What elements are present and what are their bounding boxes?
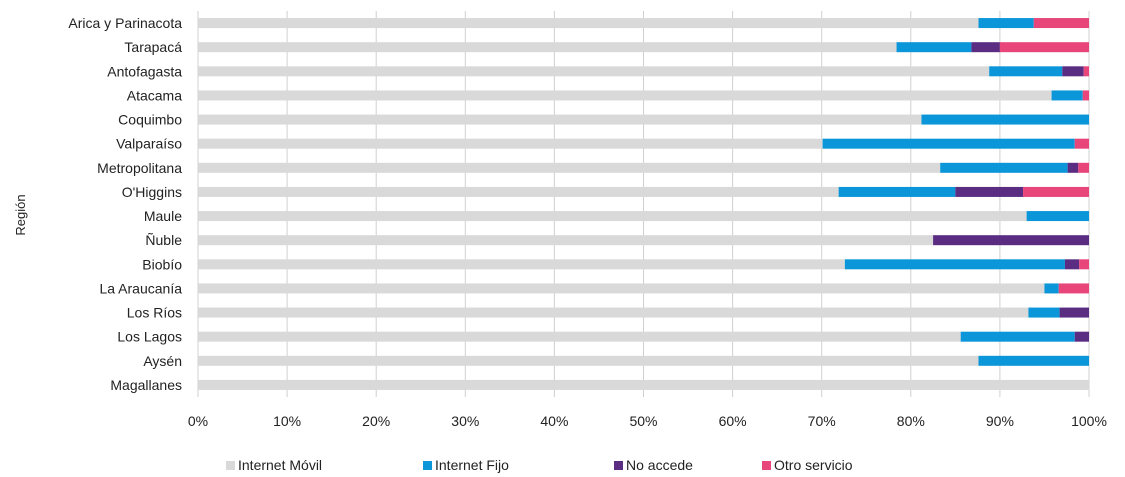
bar-internet-movil-aysen [198, 355, 979, 366]
bar-no-accede-tarapaca [971, 42, 1000, 53]
y-axis-title: Región [13, 194, 28, 235]
bar-otro-servicio-valparaiso [1074, 138, 1089, 149]
bar-internet-movil-los-rios [198, 307, 1029, 318]
x-tick-label: 20% [362, 413, 390, 429]
bar-internet-movil-biobio [198, 259, 845, 270]
bar-no-accede-antofagasta [1062, 66, 1084, 77]
category-label: Atacama [127, 87, 182, 103]
bar-internet-movil-atacama [198, 90, 1052, 101]
bar-otro-servicio-o-higgins [1023, 186, 1089, 197]
category-label: Arica y Parinacota [68, 15, 182, 31]
bar-internet-fijo-antofagasta [989, 66, 1063, 77]
bar-no-accede-metropolitana [1067, 162, 1079, 173]
category-label: Coquimbo [118, 112, 182, 128]
bar-internet-fijo-tarapaca [896, 42, 972, 53]
bar-internet-movil-metropolitana [198, 162, 941, 173]
bar-internet-movil-tarapaca [198, 42, 897, 53]
x-tick-label: 40% [540, 413, 568, 429]
legend-label-internet-movil: Internet Móvil [238, 457, 322, 473]
bar-otro-servicio-la-araucania [1058, 283, 1089, 294]
bar-internet-movil-los-lagos [198, 331, 961, 342]
bar-no-accede-los-lagos [1074, 331, 1089, 342]
bar-internet-fijo-valparaiso [822, 138, 1075, 149]
legend-swatch-no-accede [614, 461, 623, 470]
bar-internet-movil-la-araucania [198, 283, 1045, 294]
category-label: Los Lagos [117, 329, 182, 345]
x-tick-label: 10% [273, 413, 301, 429]
bar-otro-servicio-metropolitana [1078, 162, 1089, 173]
legend-label-no-accede: No accede [626, 457, 693, 473]
bar-internet-fijo-aysen [978, 355, 1089, 366]
category-label: Tarapacá [124, 39, 182, 55]
bar-no-accede-biobio [1064, 259, 1080, 270]
legend: Internet Móvil Internet Fijo No accede Otro… [226, 457, 853, 473]
bar-internet-fijo-o-higgins [838, 186, 956, 197]
x-tick-label: 90% [986, 413, 1014, 429]
x-tick-label: 50% [629, 413, 657, 429]
bar-otro-servicio-biobio [1079, 259, 1089, 270]
bar-internet-movil-o-higgins [198, 186, 839, 197]
bar-internet-fijo-metropolitana [940, 162, 1068, 173]
bar-internet-movil-antofagasta [198, 66, 990, 77]
x-tick-label: 0% [188, 413, 208, 429]
bar-internet-movil-nuble [198, 235, 934, 246]
bar-otro-servicio-arica-y-parinacota [1033, 18, 1089, 29]
bar-internet-movil-magallanes [198, 379, 1089, 390]
bar-internet-fijo-maule [1026, 211, 1089, 222]
legend-swatch-internet-movil [226, 461, 235, 470]
bar-internet-movil-valparaiso [198, 138, 823, 149]
x-tick-labels: 0% 10% 20% 30% 40% 50% 60% 70% 80% 90% 100% [188, 413, 1107, 429]
category-label: Metropolitana [97, 160, 182, 176]
legend-swatch-internet-fijo [423, 461, 432, 470]
category-label: Magallanes [110, 377, 182, 393]
bar-internet-fijo-los-rios [1028, 307, 1060, 318]
bar-otro-servicio-tarapaca [999, 42, 1089, 53]
category-label: O'Higgins [122, 184, 182, 200]
bar-internet-fijo-los-lagos [960, 331, 1075, 342]
x-tick-label: 30% [451, 413, 479, 429]
bar-otro-servicio-atacama [1082, 90, 1089, 101]
category-label: Antofagasta [107, 63, 182, 79]
x-tick-label: 100% [1071, 413, 1107, 429]
bar-internet-fijo-arica-y-parinacota [978, 18, 1034, 29]
bar-internet-fijo-biobio [844, 259, 1065, 270]
bar-no-accede-nuble [933, 235, 1089, 246]
bar-no-accede-o-higgins [955, 186, 1024, 197]
legend-label-internet-fijo: Internet Fijo [435, 457, 509, 473]
bar-no-accede-los-rios [1059, 307, 1089, 318]
legend-swatch-otro-servicio [762, 461, 771, 470]
category-labels: Arica y Parinacota Tarapacá Antofagasta Ata… [68, 15, 182, 393]
bars [198, 18, 1089, 390]
category-label: Biobío [142, 256, 182, 272]
bar-otro-servicio-antofagasta [1083, 66, 1089, 77]
category-label: Maule [144, 208, 182, 224]
bar-internet-movil-arica-y-parinacota [198, 18, 979, 29]
x-tick-label: 80% [897, 413, 925, 429]
bar-internet-fijo-atacama [1051, 90, 1083, 101]
category-label: Ñuble [145, 232, 182, 248]
bar-internet-movil-maule [198, 211, 1027, 222]
x-tick-label: 60% [719, 413, 747, 429]
category-label: La Araucanía [99, 280, 182, 296]
bar-internet-fijo-coquimbo [921, 114, 1089, 125]
category-label: Aysén [143, 353, 182, 369]
category-label: Valparaíso [116, 136, 182, 152]
bar-internet-movil-coquimbo [198, 114, 922, 125]
category-label: Los Ríos [127, 305, 182, 321]
bar-internet-fijo-la-araucania [1044, 283, 1059, 294]
x-tick-label: 70% [808, 413, 836, 429]
legend-label-otro-servicio: Otro servicio [774, 457, 853, 473]
